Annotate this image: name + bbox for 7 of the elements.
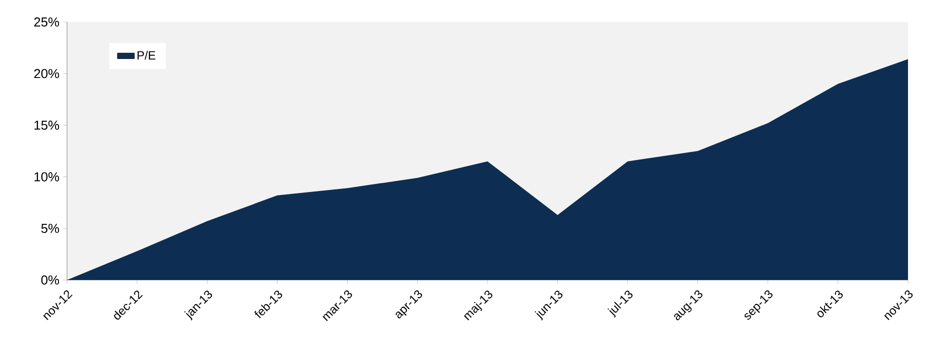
y-tick-label: 5% (41, 224, 60, 233)
y-tick-label: 0% (41, 275, 60, 285)
y-tick-label: 10% (34, 172, 60, 182)
y-tick-label: 25% (34, 17, 60, 27)
legend-label: P/E (138, 50, 156, 60)
y-tick-label: 20% (34, 69, 60, 78)
y-tick-label: 15% (34, 120, 60, 130)
